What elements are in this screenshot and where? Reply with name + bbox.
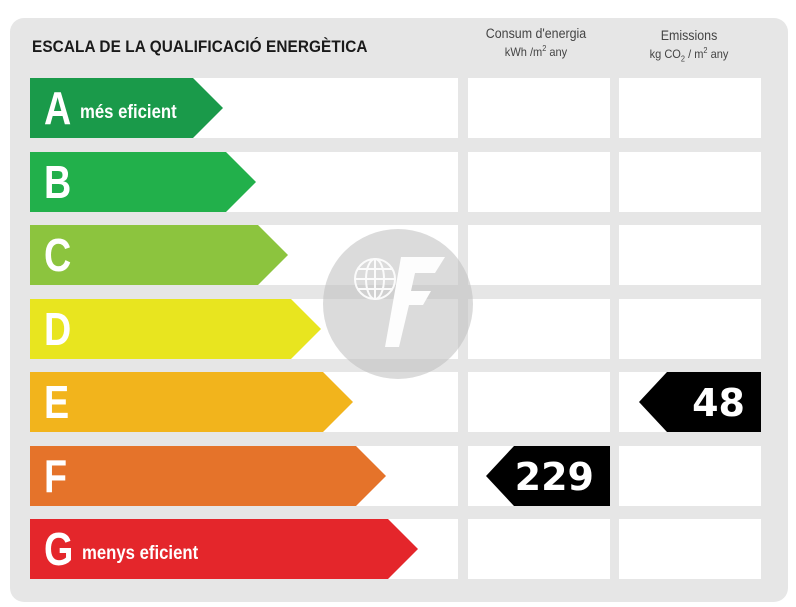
emissions-column-header: Emissions kg CO2 / m2 any [618,28,760,64]
rating-letter: C [44,229,72,281]
emissions-cell [619,519,761,579]
emissions-unit: kg CO2 / m2 any [649,46,729,64]
consum-cell [468,519,610,579]
emissions-title: Emissions [660,28,718,43]
rating-arrow-shape [30,299,321,359]
rating-bar-c: C [30,225,288,285]
emissions-cell [619,78,761,138]
rating-arrow-shape [30,446,386,506]
rating-letter: B [44,156,72,208]
rating-letter: E [44,376,70,428]
rating-label: menys eficient [82,543,199,564]
consum-indicator-value: 229 [514,455,594,499]
rating-bar-f: F [30,446,386,506]
indicator-arrow-shape [486,446,610,506]
rating-letter: G [44,523,74,575]
emissions-cell [619,225,761,285]
rating-arrow-shape [30,519,418,579]
emissions-cell [619,446,761,506]
consum-column-header: Consum d'energia kWh /m2 any [466,26,606,60]
emissions-indicator-value: 48 [692,381,745,425]
rating-label: més eficient [80,102,177,123]
rating-letter: D [44,303,72,355]
consum-cell [468,372,610,432]
consum-cell [468,152,610,212]
rating-bar-e: E [30,372,353,432]
consum-indicator: 229 [486,446,610,506]
scale-title: ESCALA DE LA QUALIFICACIÓ ENERGÈTICA [32,38,368,56]
emissions-indicator: 48 [639,372,761,432]
emissions-cell [619,299,761,359]
rating-bar-d: D [30,299,321,359]
consum-cell [468,78,610,138]
rating-letter: A [44,82,72,134]
consum-unit: kWh /m2 any [504,44,568,60]
consum-cell [468,225,610,285]
emissions-cell [619,152,761,212]
rating-arrow-shape [30,78,223,138]
rating-bar-b: B [30,152,256,212]
rating-arrow-shape [30,225,288,285]
consum-cell [468,299,610,359]
indicator-arrow-shape [639,372,761,432]
rating-letter: F [44,450,68,502]
rating-arrow-shape [30,372,353,432]
watermark-logo-icon [323,229,473,379]
rating-arrow-shape [30,152,256,212]
consum-title: Consum d'energia [485,26,587,41]
